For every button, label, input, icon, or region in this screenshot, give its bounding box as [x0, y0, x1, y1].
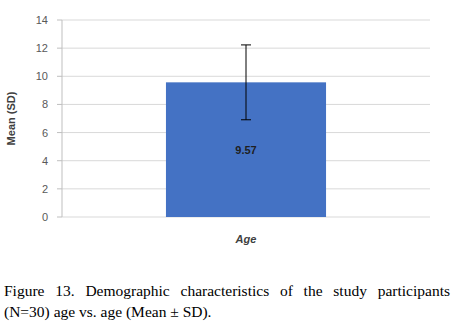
tick-mark [57, 132, 62, 133]
y-axis-label: Mean (SD) [5, 91, 17, 145]
tick-label: 2 [42, 183, 48, 195]
category-label: Age [235, 233, 257, 245]
tick-mark [57, 76, 62, 77]
tick-label: 10 [36, 70, 48, 82]
caption: Figure 13. Demographic characteristics o… [4, 280, 450, 322]
tick-mark [57, 188, 62, 189]
grid-line [62, 20, 430, 21]
y-axis-line [62, 20, 63, 217]
tick-mark [57, 20, 62, 21]
data-label: 9.57 [235, 144, 256, 156]
tick-mark [57, 217, 62, 218]
tick-mark [57, 104, 62, 105]
tick-label: 12 [36, 42, 48, 54]
tick-label: 4 [42, 155, 48, 167]
tick-mark [57, 160, 62, 161]
labels: 9.57 Age [235, 144, 257, 245]
figure: 0 2 4 6 8 10 12 14 Mean (SD) 9.57 Age Figure 13. D… [0, 0, 455, 324]
tick-label: 0 [42, 211, 48, 223]
tick-label: 14 [36, 14, 48, 26]
tick-label: 6 [42, 127, 48, 139]
tick-mark [57, 48, 62, 49]
chart: 0 2 4 6 8 10 12 14 Mean (SD) 9.57 Age [0, 0, 455, 280]
bars [166, 45, 326, 217]
error-bar [241, 45, 251, 120]
tick-label: 8 [42, 98, 48, 110]
